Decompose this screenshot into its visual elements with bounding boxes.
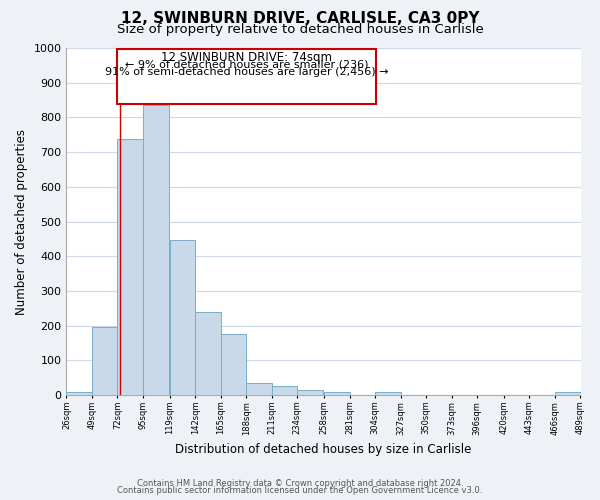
Bar — [92, 326, 118, 395]
Y-axis label: Number of detached properties: Number of detached properties — [15, 128, 28, 314]
Text: Contains HM Land Registry data © Crown copyright and database right 2024.: Contains HM Land Registry data © Crown c… — [137, 478, 463, 488]
Text: Size of property relative to detached houses in Carlisle: Size of property relative to detached ho… — [116, 22, 484, 36]
Text: 12 SWINBURN DRIVE: 74sqm: 12 SWINBURN DRIVE: 74sqm — [161, 52, 332, 64]
Bar — [170, 240, 195, 395]
Bar — [246, 383, 272, 395]
Text: 12, SWINBURN DRIVE, CARLISLE, CA3 0PY: 12, SWINBURN DRIVE, CARLISLE, CA3 0PY — [121, 11, 479, 26]
Bar — [195, 312, 221, 395]
Bar — [555, 392, 581, 395]
X-axis label: Distribution of detached houses by size in Carlisle: Distribution of detached houses by size … — [175, 443, 472, 456]
Bar — [324, 392, 350, 395]
Bar — [375, 392, 401, 395]
Text: ← 9% of detached houses are smaller (236): ← 9% of detached houses are smaller (236… — [125, 59, 368, 69]
Bar — [67, 392, 92, 395]
Bar — [221, 334, 246, 395]
Bar — [272, 386, 298, 395]
Bar — [143, 106, 169, 395]
Bar — [118, 140, 143, 395]
FancyBboxPatch shape — [118, 48, 376, 104]
Bar — [298, 390, 323, 395]
Text: Contains public sector information licensed under the Open Government Licence v3: Contains public sector information licen… — [118, 486, 482, 495]
Text: 91% of semi-detached houses are larger (2,456) →: 91% of semi-detached houses are larger (… — [105, 66, 389, 76]
